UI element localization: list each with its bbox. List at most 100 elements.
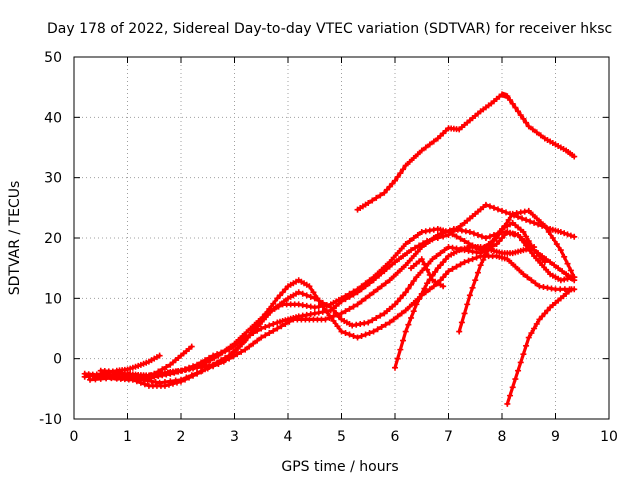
data-point — [254, 321, 261, 328]
data-point — [549, 235, 556, 241]
data-point — [377, 312, 384, 319]
data-point — [434, 231, 441, 238]
data-point — [544, 307, 551, 314]
data-point — [397, 170, 404, 177]
data-point — [250, 340, 257, 347]
data-point — [272, 304, 279, 311]
data-point — [533, 215, 540, 222]
data-point — [250, 327, 257, 334]
data-point — [567, 267, 574, 274]
data-point — [303, 292, 310, 299]
data-point — [366, 277, 373, 284]
data-point — [426, 286, 433, 293]
y-tick-label: 50 — [44, 50, 62, 66]
data-point — [338, 295, 345, 302]
data-point — [397, 346, 404, 353]
data-point — [227, 343, 234, 350]
data-point — [398, 310, 405, 317]
y-tick-label: 40 — [44, 110, 62, 126]
data-point — [515, 108, 522, 115]
data-point — [525, 334, 532, 341]
data-point — [537, 132, 544, 139]
data-point — [568, 286, 575, 293]
data-point — [210, 361, 217, 368]
data-point — [266, 305, 273, 312]
data-point — [406, 238, 413, 245]
data-point — [276, 301, 283, 308]
data-point — [446, 227, 453, 234]
data-point — [207, 357, 214, 364]
data-point — [242, 337, 249, 344]
data-point — [410, 235, 417, 241]
data-point — [523, 216, 530, 223]
data-point — [365, 319, 372, 326]
data-point — [456, 328, 463, 335]
data-point — [270, 320, 277, 327]
data-point — [323, 302, 330, 309]
data-point — [418, 290, 425, 297]
data-point — [553, 241, 560, 248]
data-point — [310, 289, 317, 296]
data-point — [398, 265, 405, 272]
data-point — [366, 330, 373, 337]
data-point — [378, 323, 385, 330]
data-point — [242, 346, 249, 353]
data-point — [108, 375, 115, 382]
data-point — [561, 230, 568, 237]
data-point — [392, 301, 398, 308]
data-point — [571, 233, 578, 240]
data-point — [342, 308, 349, 315]
data-point — [394, 313, 401, 320]
data-point — [414, 151, 421, 158]
data-point — [408, 281, 415, 288]
data-point — [545, 228, 552, 235]
data-point — [529, 126, 536, 133]
data-point — [413, 301, 420, 308]
data-point — [523, 342, 530, 349]
data-point — [404, 250, 411, 257]
data-point — [465, 240, 472, 247]
data-point — [470, 230, 477, 237]
data-point — [306, 283, 313, 290]
data-point — [490, 204, 497, 211]
data-point — [334, 311, 341, 318]
data-point — [442, 271, 449, 278]
data-point — [258, 325, 265, 332]
data-point — [354, 334, 361, 341]
data-point — [358, 298, 365, 305]
data-point — [533, 320, 540, 327]
data-point — [397, 295, 404, 302]
data-point — [159, 366, 166, 373]
data-point — [519, 235, 526, 242]
data-point — [564, 231, 571, 238]
y-tick-label: 0 — [53, 352, 62, 368]
data-point — [342, 330, 349, 337]
data-point — [486, 203, 493, 210]
data-point — [322, 307, 329, 314]
data-point — [520, 115, 527, 122]
data-point — [262, 332, 269, 339]
data-point — [389, 180, 396, 187]
data-point — [536, 316, 543, 323]
data-point — [442, 228, 449, 235]
data-point — [541, 222, 548, 229]
data-point — [238, 341, 245, 348]
data-point — [525, 207, 532, 214]
data-point — [440, 274, 447, 281]
data-point — [234, 345, 241, 352]
data-point — [362, 280, 369, 287]
data-point — [394, 355, 401, 362]
data-point — [231, 340, 238, 347]
x-tick-label: 3 — [230, 429, 239, 445]
data-point — [377, 192, 384, 199]
data-point — [449, 231, 456, 238]
data-point — [531, 325, 538, 332]
data-point — [440, 283, 447, 290]
data-point — [520, 351, 527, 358]
data-point — [461, 310, 468, 317]
data-point — [342, 293, 349, 300]
data-point — [523, 233, 530, 240]
data-point — [469, 284, 476, 291]
data-point — [246, 343, 253, 350]
x-tick-label: 1 — [123, 429, 132, 445]
